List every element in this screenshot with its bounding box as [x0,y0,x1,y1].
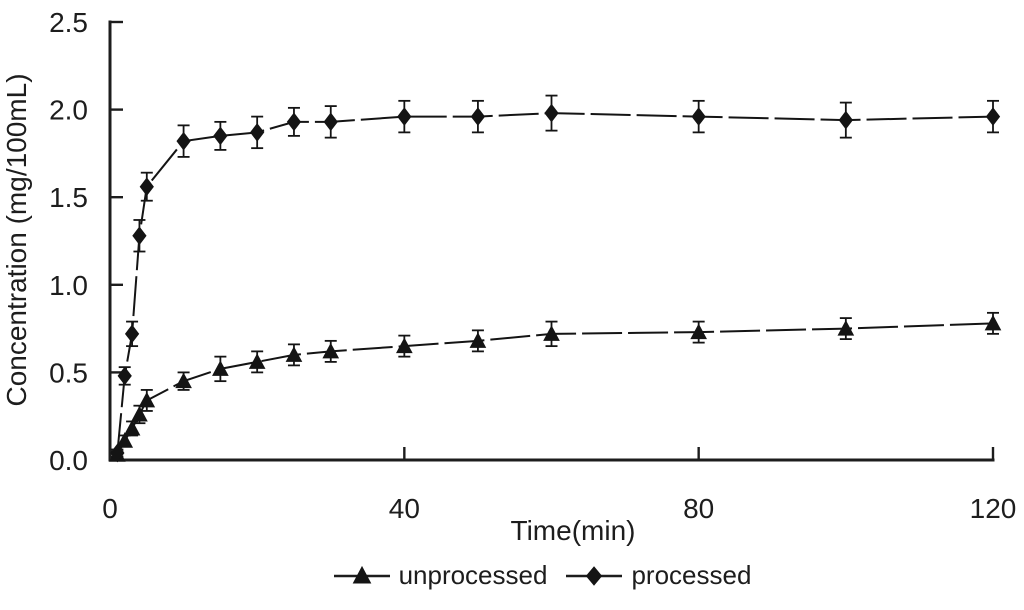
x-tick-label: 120 [970,493,1017,524]
legend-item-unprocessed: unprocessed [333,560,548,591]
axes-lines [108,20,995,462]
processed-marker [110,443,125,463]
processed-marker [213,126,228,146]
y-tick-label: 0.0 [49,445,88,476]
unprocessed-marker [984,314,1002,331]
unprocessed-marker [248,353,266,369]
legend-label-processed: processed [631,560,752,590]
triangle-marker-icon [333,565,390,583]
unprocessed-line [116,322,994,456]
legend-label-unprocessed: unprocessed [398,560,548,590]
processed-marker [139,177,154,197]
processed-marker [124,324,140,344]
y-tick-label: 0.5 [49,357,88,388]
legend: unprocessed processed [0,560,1024,591]
unprocessed-marker [322,342,340,359]
processed-marker [470,107,486,126]
processed-marker [132,226,147,246]
processed-line [116,112,994,454]
y-axis-title: Concentration (mg/100mL) [1,73,32,406]
processed-marker [691,107,706,126]
processed-marker [544,103,559,123]
processed-marker [250,123,265,142]
unprocessed-marker [212,360,229,376]
x-tick-label: 0 [102,493,118,524]
unprocessed-marker [469,332,487,348]
unprocessed-marker [837,320,855,336]
y-tick-label: 2.0 [49,95,88,126]
y-tick-label: 2.5 [49,7,88,38]
unprocessed-marker [116,432,134,448]
x-axis-title: Time(min) [511,515,636,546]
processed-marker [117,366,132,386]
legend-item-processed: processed [565,560,751,591]
processed-marker [397,107,412,126]
x-tick-label: 40 [389,493,420,524]
processed-marker [286,112,302,132]
unprocessed-marker [543,325,560,341]
diamond-marker-icon [566,565,623,586]
y-tick-label: 1.5 [49,182,88,213]
unprocessed-marker [285,346,303,362]
unprocessed-marker [395,337,413,354]
unprocessed-marker [175,372,192,389]
processed-marker [985,107,1001,126]
y-tick-label: 1.0 [49,270,88,301]
unprocessed-marker [138,391,156,408]
x-tick-label: 80 [683,493,714,524]
processed-marker [323,112,338,132]
unprocessed-marker [123,419,141,436]
processed-marker [176,131,191,151]
plot-area: 0.0 0.5 1.0 1.5 2.0 2.5 0 40 80 120 [49,7,1016,524]
processed-marker [838,110,853,130]
unprocessed-marker [690,323,708,340]
unprocessed-marker [131,405,148,422]
